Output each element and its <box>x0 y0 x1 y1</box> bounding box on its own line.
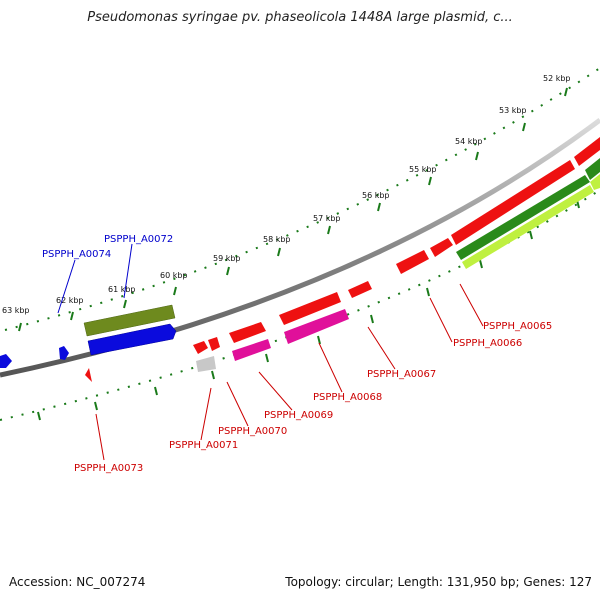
forward-strand-features <box>0 304 177 368</box>
cds-blue-edge <box>0 354 12 368</box>
cds-lime-end <box>590 174 600 190</box>
cds-red-e <box>430 238 453 257</box>
cds-red-b <box>279 292 341 325</box>
cds-green <box>456 175 590 260</box>
reverse-strand-features <box>85 137 600 382</box>
cds-magenta-b <box>284 309 349 344</box>
gene-label-psp-a0065: PSPPH_A0065 <box>483 321 552 332</box>
tick-label-59: 59 kbp <box>213 254 241 263</box>
gene-label-psp-a0071: PSPPH_A0071 <box>169 440 238 451</box>
cds-red-f <box>451 160 575 245</box>
label-connectors <box>57 243 484 461</box>
cds-red-c <box>348 281 372 298</box>
gene-labels: PSPPH_A0072 PSPPH_A0074 PSPPH_A0065 PSPP… <box>42 234 552 474</box>
cds-olive <box>83 304 176 337</box>
cds-red-small-2 <box>208 337 220 351</box>
gene-label-psp-a0068: PSPPH_A0068 <box>313 392 382 403</box>
cds-blue-psp-a0072 <box>87 323 177 356</box>
tick-label-57: 57 kbp <box>313 214 341 223</box>
gene-label-psp-a0066: PSPPH_A0066 <box>453 338 522 349</box>
cds-red-marker <box>85 368 92 382</box>
tick-label-61: 61 kbp <box>108 285 136 294</box>
cds-red-a <box>229 322 266 343</box>
cds-red-small-1 <box>193 341 208 354</box>
tick-label-55: 55 kbp <box>409 165 437 174</box>
tick-label-54: 54 kbp <box>455 137 483 146</box>
cds-red-g <box>574 137 600 166</box>
tick-label-52: 52 kbp <box>543 74 571 83</box>
cds-gray <box>196 356 216 372</box>
gene-label-psp-a0069: PSPPH_A0069 <box>264 410 333 421</box>
tick-label-53: 53 kbp <box>499 106 527 115</box>
tick-label-56: 56 kbp <box>362 191 390 200</box>
cds-red-d <box>396 250 429 274</box>
gene-label-psp-a0073: PSPPH_A0073 <box>74 463 143 474</box>
accession-text: Accession: NC_007274 <box>9 575 146 589</box>
cds-magenta-a <box>232 339 271 361</box>
gene-label-psp-a0072: PSPPH_A0072 <box>104 234 173 245</box>
tick-label-62: 62 kbp <box>56 296 84 305</box>
cds-lime <box>462 185 594 269</box>
outer-major-ticks <box>18 87 568 332</box>
cds-green-end <box>585 158 600 180</box>
cds-blue-psp-a0074 <box>59 346 69 360</box>
map-title: Pseudomonas syringae pv. phaseolicola 14… <box>87 10 513 25</box>
inner-major-ticks <box>37 199 580 421</box>
tick-label-63: 63 kbp <box>2 306 30 315</box>
tick-label-58: 58 kbp <box>263 235 291 244</box>
tick-labels: 52 kbp 53 kbp 54 kbp 55 kbp 56 kbp 57 kb… <box>2 74 571 315</box>
topology-text: Topology: circular; Length: 131,950 bp; … <box>285 575 592 589</box>
gene-label-psp-a0067: PSPPH_A0067 <box>367 369 436 380</box>
gene-label-psp-a0070: PSPPH_A0070 <box>218 426 287 437</box>
gene-label-psp-a0074: PSPPH_A0074 <box>42 249 111 260</box>
tick-label-60: 60 kbp <box>160 271 188 280</box>
